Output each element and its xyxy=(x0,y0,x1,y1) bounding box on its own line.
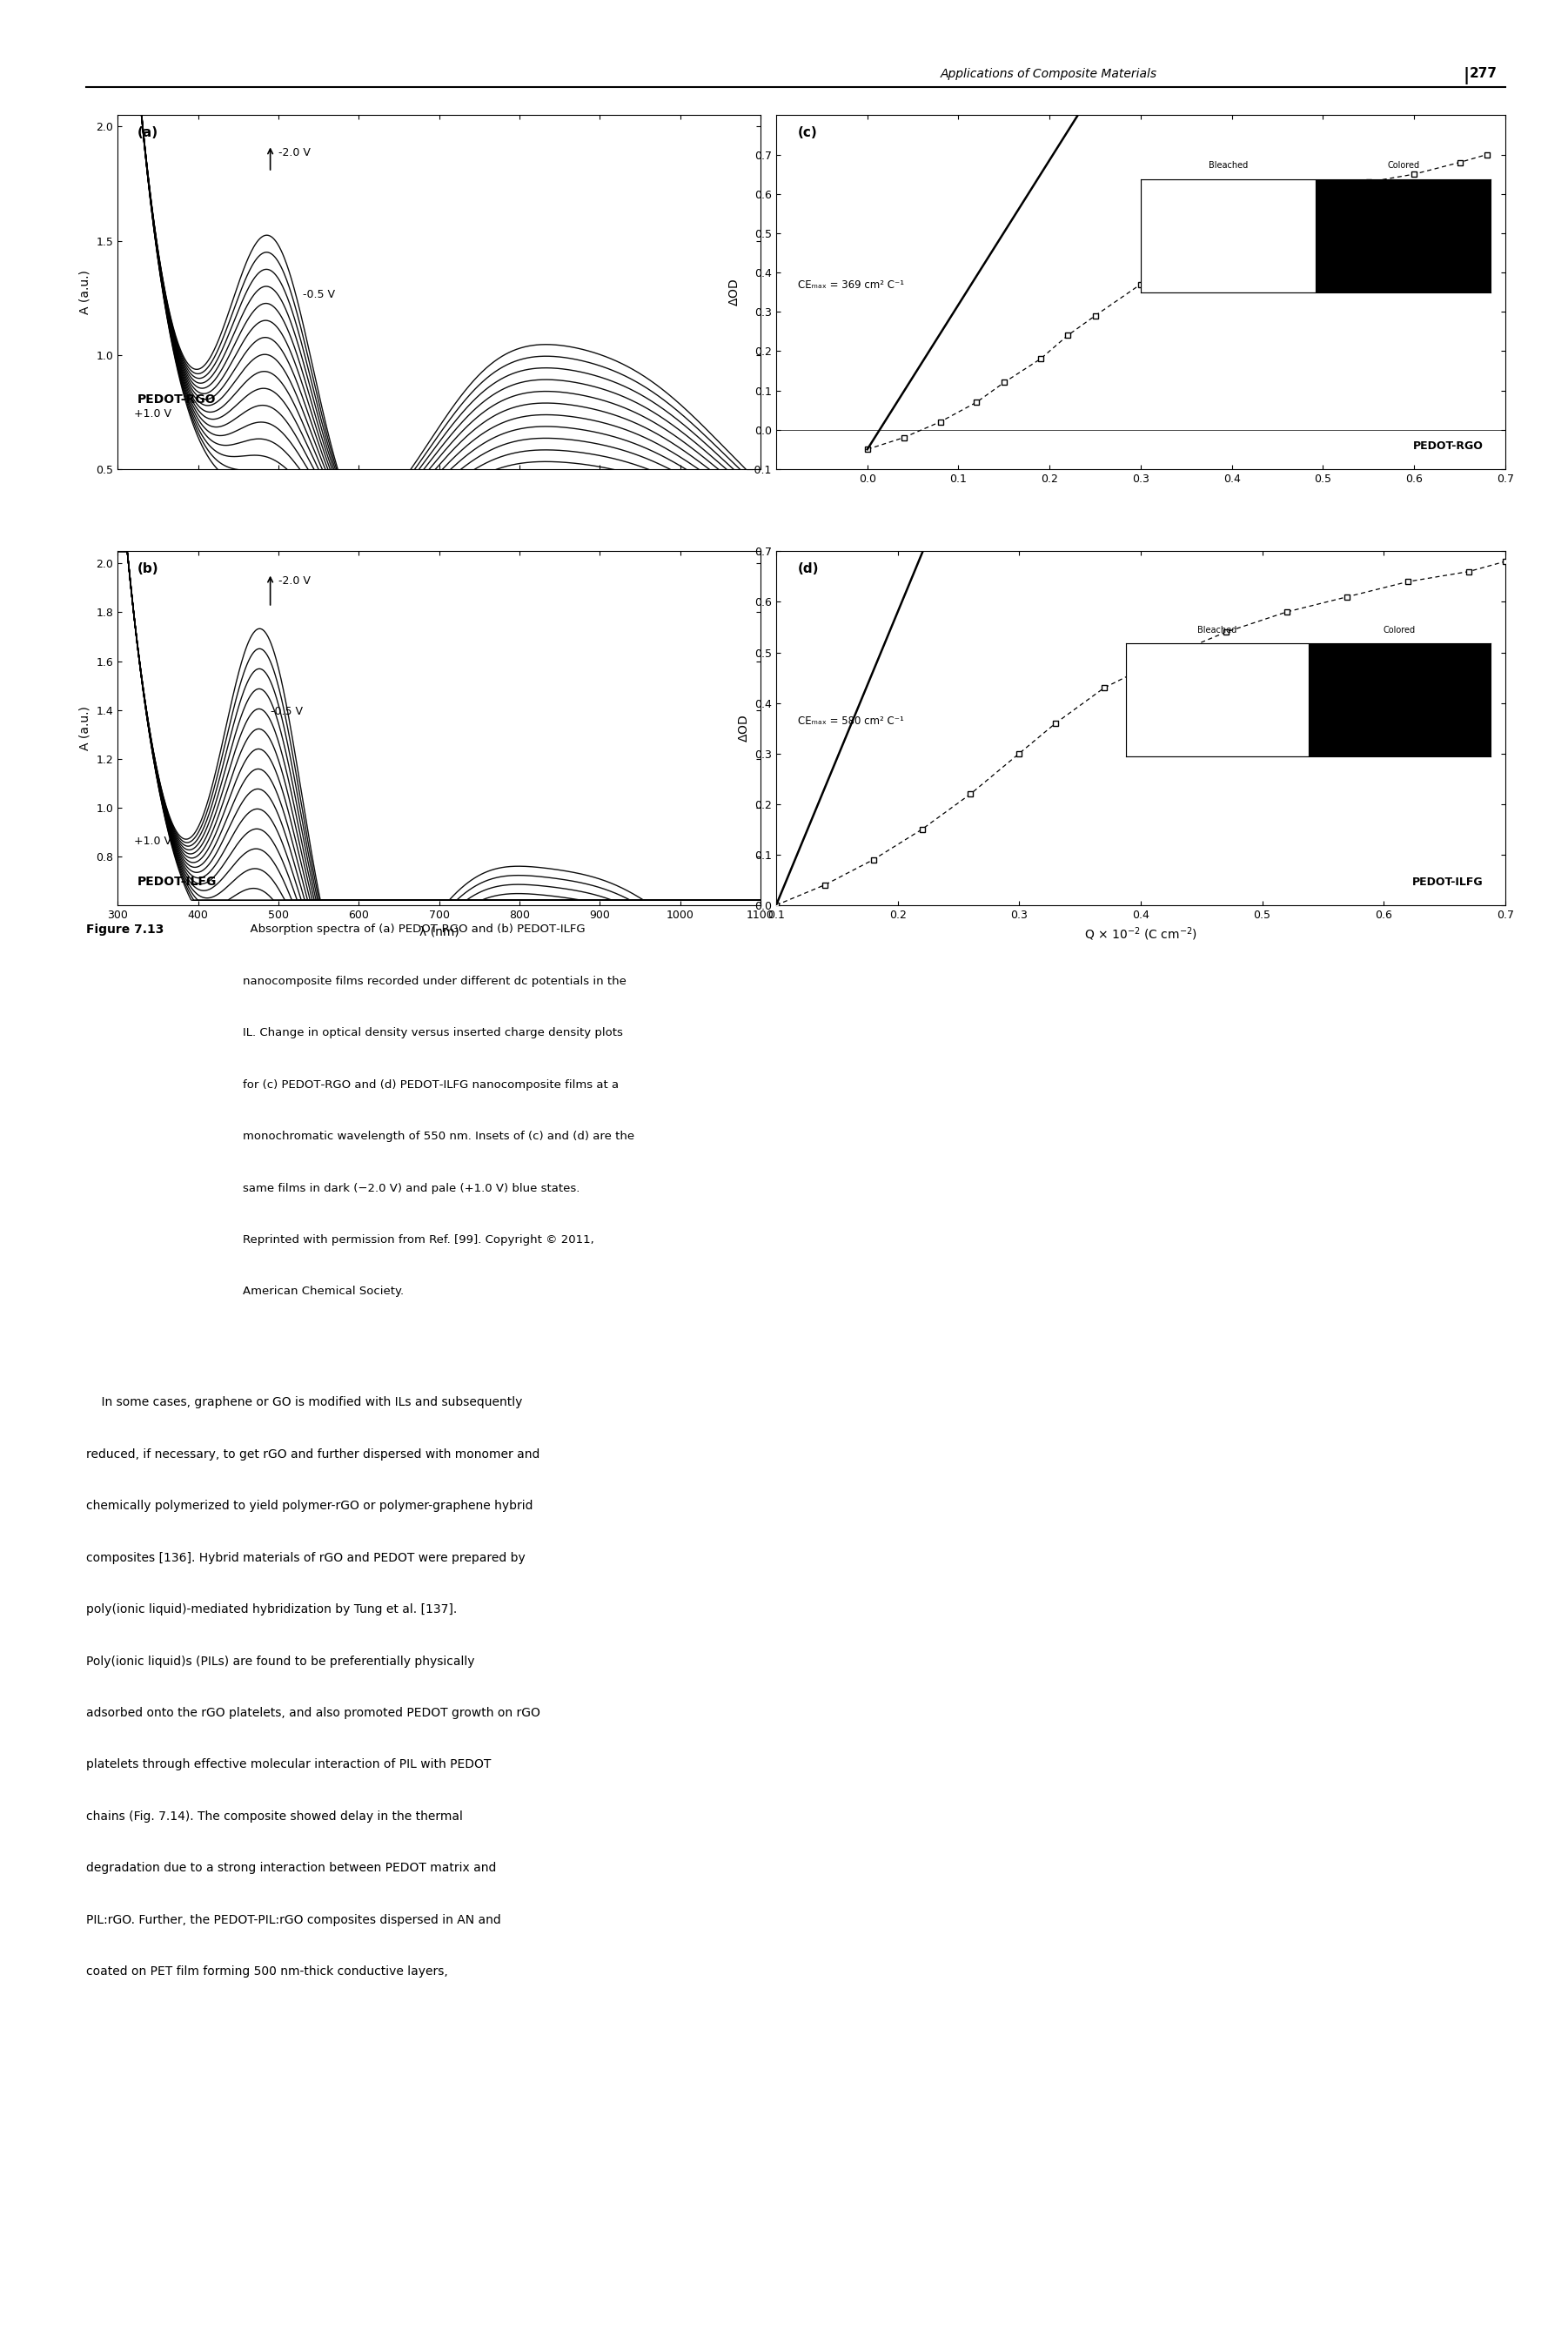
Text: chemically polymerized to yield polymer-rGO or polymer-graphene hybrid: chemically polymerized to yield polymer-… xyxy=(86,1500,533,1512)
Text: CEₘₐₓ = 580 cm² C⁻¹: CEₘₐₓ = 580 cm² C⁻¹ xyxy=(798,715,905,726)
Text: In some cases, graphene or GO is modified with ILs and subsequently: In some cases, graphene or GO is modifie… xyxy=(86,1396,522,1408)
Text: +1.0 V: +1.0 V xyxy=(133,835,171,846)
Y-axis label: $\Delta$OD: $\Delta$OD xyxy=(737,715,750,743)
Text: PEDOT-RGO: PEDOT-RGO xyxy=(1413,440,1483,451)
Text: American Chemical Society.: American Chemical Society. xyxy=(243,1286,405,1298)
Text: (b): (b) xyxy=(136,562,158,576)
Text: (d): (d) xyxy=(798,562,820,576)
Text: adsorbed onto the rGO platelets, and also promoted PEDOT growth on rGO: adsorbed onto the rGO platelets, and als… xyxy=(86,1707,541,1719)
Text: PEDOT-ILFG: PEDOT-ILFG xyxy=(136,875,216,886)
Text: IL. Change in optical density versus inserted charge density plots: IL. Change in optical density versus ins… xyxy=(243,1027,622,1039)
Text: composites [136]. Hybrid materials of rGO and PEDOT were prepared by: composites [136]. Hybrid materials of rG… xyxy=(86,1552,525,1563)
Text: (c): (c) xyxy=(798,127,818,139)
Text: |: | xyxy=(1463,68,1469,85)
Text: PIL:rGO. Further, the PEDOT-PIL:rGO composites dispersed in AN and: PIL:rGO. Further, the PEDOT-PIL:rGO comp… xyxy=(86,1914,502,1925)
Text: for (c) PEDOT‑RGO and (d) PEDOT‑ILFG nanocomposite films at a: for (c) PEDOT‑RGO and (d) PEDOT‑ILFG nan… xyxy=(243,1079,619,1091)
X-axis label: Q $\times$ 10$^{-2}$ (C cm$^{-2}$): Q $\times$ 10$^{-2}$ (C cm$^{-2}$) xyxy=(1083,926,1198,943)
Text: -0.5 V: -0.5 V xyxy=(303,289,334,301)
Text: PEDOT-RGO: PEDOT-RGO xyxy=(136,393,216,404)
Text: Poly(ionic liquid)s (PILs) are found to be preferentially physically: Poly(ionic liquid)s (PILs) are found to … xyxy=(86,1655,475,1667)
Text: PEDOT-ILFG: PEDOT-ILFG xyxy=(1413,877,1483,886)
Text: -2.0 V: -2.0 V xyxy=(279,576,310,588)
Text: Applications of Composite Materials: Applications of Composite Materials xyxy=(941,68,1157,80)
Text: coated on PET film forming 500 nm-thick conductive layers,: coated on PET film forming 500 nm-thick … xyxy=(86,1965,448,1977)
Text: Absorption spectra of (a) PEDOT‑RGO and (b) PEDOT‑ILFG: Absorption spectra of (a) PEDOT‑RGO and … xyxy=(243,924,585,936)
Y-axis label: A (a.u.): A (a.u.) xyxy=(78,705,91,750)
Text: same films in dark (−2.0 V) and pale (+1.0 V) blue states.: same films in dark (−2.0 V) and pale (+1… xyxy=(243,1183,580,1194)
Text: poly(ionic liquid)-mediated hybridization by Tung et al. [137].: poly(ionic liquid)-mediated hybridizatio… xyxy=(86,1603,458,1615)
Text: reduced, if necessary, to get rGO and further dispersed with monomer and: reduced, if necessary, to get rGO and fu… xyxy=(86,1448,539,1460)
Text: Reprinted with permission from Ref. [99]. Copyright © 2011,: Reprinted with permission from Ref. [99]… xyxy=(243,1234,594,1246)
X-axis label: λ (nm): λ (nm) xyxy=(419,926,459,938)
Text: -2.0 V: -2.0 V xyxy=(279,148,310,158)
Text: degradation due to a strong interaction between PEDOT matrix and: degradation due to a strong interaction … xyxy=(86,1862,497,1874)
Text: Figure 7.13: Figure 7.13 xyxy=(86,924,165,936)
Text: platelets through effective molecular interaction of PIL with PEDOT: platelets through effective molecular in… xyxy=(86,1759,491,1770)
Y-axis label: $\Delta$OD: $\Delta$OD xyxy=(729,277,740,306)
Text: CEₘₐₓ = 369 cm² C⁻¹: CEₘₐₓ = 369 cm² C⁻¹ xyxy=(798,280,905,292)
Y-axis label: A (a.u.): A (a.u.) xyxy=(78,270,91,315)
Text: +1.0 V: +1.0 V xyxy=(133,407,171,418)
Text: 277: 277 xyxy=(1469,66,1497,80)
Text: chains (Fig. 7.14). The composite showed delay in the thermal: chains (Fig. 7.14). The composite showed… xyxy=(86,1810,463,1822)
Text: nanocomposite films recorded under different dc potentials in the: nanocomposite films recorded under diffe… xyxy=(243,976,627,987)
Text: -0.5 V: -0.5 V xyxy=(270,705,303,717)
Text: monochromatic wavelength of 550 nm. Insets of (c) and (d) are the: monochromatic wavelength of 550 nm. Inse… xyxy=(243,1131,635,1143)
Text: (a): (a) xyxy=(136,127,158,139)
